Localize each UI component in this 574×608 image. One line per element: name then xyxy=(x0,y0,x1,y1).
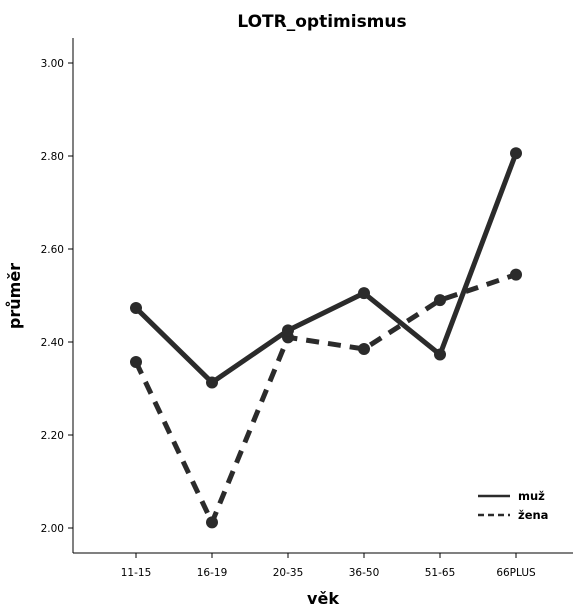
y-axis-title: průměr xyxy=(5,263,24,329)
y-tick-label: 2.00 xyxy=(41,523,64,535)
x-tick-label: 16-19 xyxy=(197,567,228,579)
data-point-muz xyxy=(358,287,370,300)
data-point-muz xyxy=(206,376,218,389)
x-axis-title: věk xyxy=(307,589,339,608)
x-axis-ticks: 11-15 16-19 20-35 36-50 51-65 66PLUS xyxy=(121,553,536,579)
series-line-zena xyxy=(133,272,517,525)
legend-label-muz: muž xyxy=(518,489,545,503)
series-line-muz xyxy=(134,152,519,385)
y-axis-ticks: 2.00 2.20 2.40 2.60 2.80 3.00 xyxy=(41,58,73,535)
y-tick-label: 2.60 xyxy=(41,244,64,256)
y-tick-label: 2.80 xyxy=(41,151,64,163)
data-point-zena xyxy=(130,355,142,368)
data-point-zena xyxy=(358,342,370,355)
chart-title: LOTR_optimismus xyxy=(237,12,406,32)
data-point-zena xyxy=(434,294,446,307)
data-point-zena xyxy=(206,516,218,529)
y-tick-label: 2.40 xyxy=(41,337,64,349)
legend-label-zena: žena xyxy=(518,508,548,522)
y-tick-label: 2.20 xyxy=(41,430,64,442)
x-tick-label: 51-65 xyxy=(425,567,456,579)
data-point-muz xyxy=(282,324,294,337)
x-tick-label: 36-50 xyxy=(349,567,380,579)
y-tick-label: 3.00 xyxy=(41,58,64,70)
x-tick-label: 11-15 xyxy=(121,567,152,579)
data-point-muz xyxy=(434,348,446,361)
data-point-muz xyxy=(510,147,522,160)
series-layer xyxy=(130,147,522,529)
legend: muž žena xyxy=(478,489,548,522)
data-point-zena xyxy=(510,268,522,281)
data-point-muz xyxy=(130,302,142,315)
x-tick-label: 20-35 xyxy=(273,567,304,579)
x-tick-label: 66PLUS xyxy=(496,567,536,579)
